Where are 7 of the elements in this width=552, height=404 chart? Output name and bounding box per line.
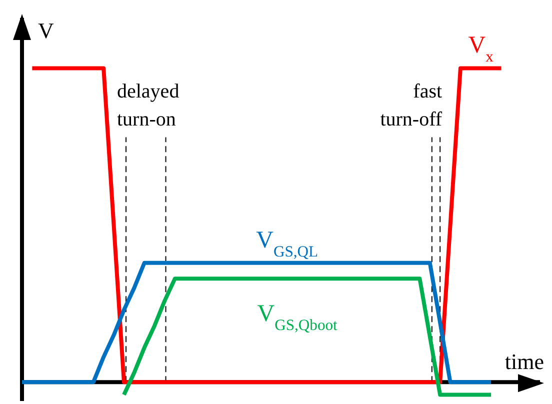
annotation: fast turn-off xyxy=(380,80,442,131)
annotation: delayed turn-on xyxy=(117,80,180,131)
x-axis-title: time xyxy=(504,349,544,374)
y-axis-title: V xyxy=(38,18,54,43)
series-label: V$_{x}$ xyxy=(468,32,494,65)
series-label: V$_{GS,Qboot}$ xyxy=(257,301,338,334)
series-label: V$_{GS,QL}$ xyxy=(256,228,318,260)
